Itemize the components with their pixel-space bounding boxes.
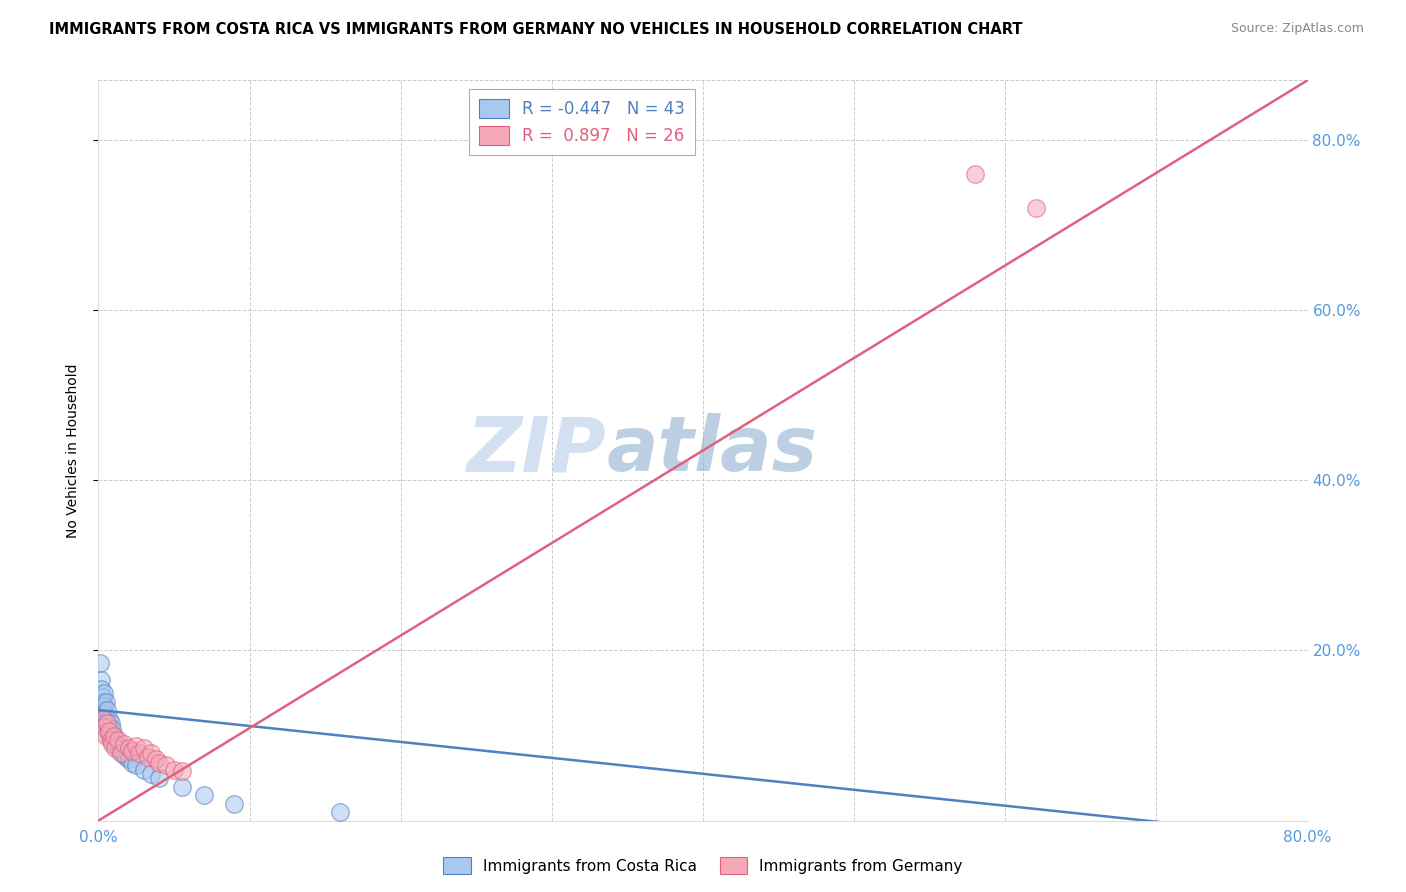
- Point: [101, 732, 124, 747]
- Point: [94, 712, 117, 726]
- Point: [112, 737, 135, 751]
- Point: [104, 732, 127, 747]
- Point: [132, 763, 155, 777]
- Point: [91, 690, 114, 705]
- Point: [329, 805, 352, 819]
- Point: [170, 780, 193, 794]
- Point: [112, 746, 135, 760]
- Point: [125, 758, 148, 772]
- Point: [100, 732, 122, 747]
- Point: [91, 703, 114, 717]
- Text: Source: ZipAtlas.com: Source: ZipAtlas.com: [1230, 22, 1364, 36]
- Y-axis label: No Vehicles in Household: No Vehicles in Household: [66, 363, 80, 538]
- Point: [163, 763, 186, 777]
- Point: [107, 732, 129, 747]
- Point: [96, 715, 118, 730]
- Point: [100, 715, 122, 730]
- Point: [93, 720, 115, 734]
- Point: [111, 747, 134, 762]
- Point: [141, 746, 163, 760]
- Point: [101, 737, 124, 751]
- Point: [110, 746, 132, 760]
- Point: [141, 767, 163, 781]
- Point: [96, 715, 118, 730]
- Point: [91, 712, 114, 726]
- Point: [101, 722, 124, 736]
- Point: [965, 167, 987, 181]
- Legend: R = -0.447   N = 43, R =  0.897   N = 26: R = -0.447 N = 43, R = 0.897 N = 26: [470, 88, 695, 155]
- Point: [89, 657, 111, 671]
- Point: [118, 741, 141, 756]
- Point: [193, 788, 215, 802]
- Text: ZIP: ZIP: [467, 414, 606, 487]
- Point: [118, 752, 141, 766]
- Point: [125, 739, 148, 753]
- Point: [100, 729, 122, 743]
- Point: [105, 737, 128, 751]
- Point: [108, 744, 131, 758]
- Point: [128, 746, 150, 760]
- Point: [91, 694, 114, 708]
- Point: [103, 737, 125, 751]
- Point: [94, 729, 117, 743]
- Point: [224, 797, 246, 811]
- Point: [93, 686, 115, 700]
- Point: [98, 712, 121, 726]
- Point: [103, 729, 125, 743]
- Point: [90, 673, 112, 688]
- Text: atlas: atlas: [606, 414, 817, 487]
- Point: [93, 698, 115, 713]
- Point: [107, 741, 129, 756]
- Text: IMMIGRANTS FROM COSTA RICA VS IMMIGRANTS FROM GERMANY NO VEHICLES IN HOUSEHOLD C: IMMIGRANTS FROM COSTA RICA VS IMMIGRANTS…: [49, 22, 1022, 37]
- Point: [114, 749, 136, 764]
- Point: [145, 752, 167, 766]
- Point: [94, 715, 117, 730]
- Point: [104, 741, 127, 756]
- Point: [110, 741, 132, 756]
- Point: [90, 681, 112, 696]
- Point: [121, 744, 143, 758]
- Point: [148, 771, 170, 785]
- Point: [148, 756, 170, 770]
- Point: [136, 749, 159, 764]
- Point: [93, 707, 115, 722]
- Point: [96, 703, 118, 717]
- Point: [155, 758, 177, 772]
- Point: [100, 732, 122, 747]
- Legend: Immigrants from Costa Rica, Immigrants from Germany: Immigrants from Costa Rica, Immigrants f…: [437, 851, 969, 880]
- Point: [98, 720, 121, 734]
- Point: [170, 764, 193, 779]
- Point: [98, 729, 121, 743]
- Point: [121, 756, 143, 770]
- Point: [94, 694, 117, 708]
- Point: [103, 729, 125, 743]
- Point: [1024, 201, 1046, 215]
- Point: [132, 741, 155, 756]
- Point: [96, 724, 118, 739]
- Point: [98, 724, 121, 739]
